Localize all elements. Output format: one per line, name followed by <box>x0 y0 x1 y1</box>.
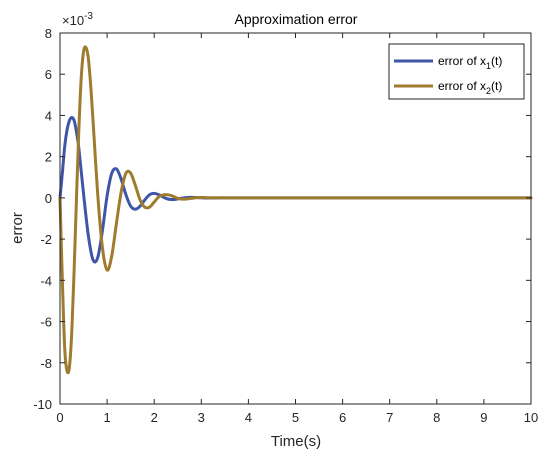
x-tick-label: 2 <box>151 410 158 425</box>
x-tick-label: 1 <box>103 410 110 425</box>
y-tick-label: -2 <box>40 232 52 247</box>
x-tick-label: 6 <box>339 410 346 425</box>
y-tick-label: 2 <box>45 150 52 165</box>
legend-label-2: error of x2(t) <box>438 79 502 96</box>
y-tick-label: -6 <box>40 315 52 330</box>
exponent-power: -3 <box>84 11 93 22</box>
legend: error of x1(t) error of x2(t) <box>388 43 525 100</box>
series-layer <box>58 45 533 375</box>
y-tick-label: -4 <box>40 273 52 288</box>
y-tick-label: -8 <box>40 356 52 371</box>
y-axis-label: error <box>9 212 26 244</box>
y-tick-label: -10 <box>33 397 52 412</box>
y-tick-label: 0 <box>45 191 52 206</box>
x-tick-label: 10 <box>524 410 538 425</box>
series-line-2 <box>58 45 533 375</box>
exponent-base: ×10 <box>62 13 84 28</box>
legend-box <box>388 43 525 100</box>
x-tick-label: 4 <box>245 410 252 425</box>
x-tick-label: 9 <box>480 410 487 425</box>
chart-title: Approximation error <box>235 11 358 27</box>
exponent-label: ×10-3 <box>62 11 93 28</box>
x-tick-label: 7 <box>386 410 393 425</box>
y-tick-label: 8 <box>45 26 52 41</box>
x-axis-label: Time(s) <box>271 433 321 450</box>
y-tick-label: 6 <box>45 67 52 82</box>
legend-label-1: error of x1(t) <box>438 54 502 71</box>
x-tick-label: 8 <box>433 410 440 425</box>
x-tick-label: 3 <box>198 410 205 425</box>
ticks-layer: 0 1 2 3 4 5 6 7 8 9 10 -10 -8 -6 -4 -2 0 2 4 6 8 <box>33 26 538 425</box>
y-tick-label: 4 <box>45 108 52 123</box>
x-tick-label: 5 <box>292 410 299 425</box>
x-tick-label: 0 <box>56 410 63 425</box>
